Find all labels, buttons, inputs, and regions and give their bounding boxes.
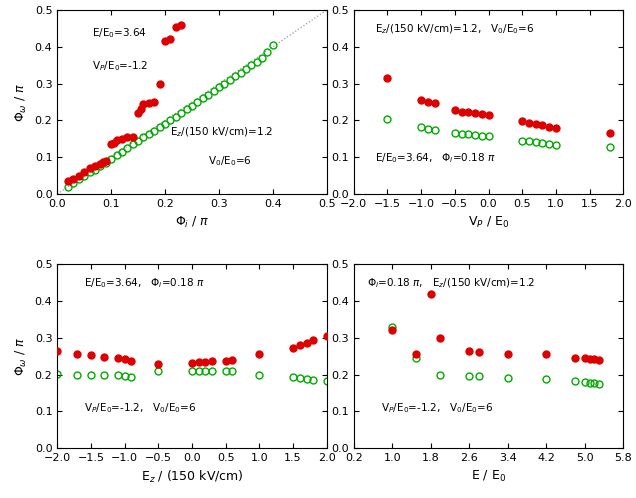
X-axis label: $\Phi_i$ / $\pi$: $\Phi_i$ / $\pi$ [175, 215, 209, 230]
Text: V$_P$/E$_0$=-1.2,   V$_0$/E$_0$=6: V$_P$/E$_0$=-1.2, V$_0$/E$_0$=6 [84, 401, 197, 415]
X-axis label: E / E$_0$: E / E$_0$ [471, 469, 506, 484]
Text: V$_0$/E$_0$=6: V$_0$/E$_0$=6 [208, 155, 252, 168]
Text: E/E$_0$=3.64,   $\Phi_i$=0.18 $\pi$: E/E$_0$=3.64, $\Phi_i$=0.18 $\pi$ [375, 151, 496, 165]
X-axis label: E$_z$ / (150 kV/cm): E$_z$ / (150 kV/cm) [141, 469, 244, 485]
Text: $\Phi_i$=0.18 $\pi$,   E$_z$/(150 kV/cm)=1.2: $\Phi_i$=0.18 $\pi$, E$_z$/(150 kV/cm)=1… [367, 276, 536, 290]
X-axis label: V$_P$ / E$_0$: V$_P$ / E$_0$ [467, 215, 509, 230]
Y-axis label: $\Phi_\omega$ / $\pi$: $\Phi_\omega$ / $\pi$ [14, 336, 29, 376]
Text: E/E$_0$=3.64,   $\Phi_i$=0.18 $\pi$: E/E$_0$=3.64, $\Phi_i$=0.18 $\pi$ [84, 276, 205, 290]
Y-axis label: $\Phi_\omega$ / $\pi$: $\Phi_\omega$ / $\pi$ [14, 82, 29, 122]
Text: E/E$_0$=3.64: E/E$_0$=3.64 [92, 26, 147, 39]
Text: E$_z$/(150 kV/cm)=1.2,   V$_0$/E$_0$=6: E$_z$/(150 kV/cm)=1.2, V$_0$/E$_0$=6 [375, 22, 535, 36]
Text: V$_P$/E$_0$=-1.2,   V$_0$/E$_0$=6: V$_P$/E$_0$=-1.2, V$_0$/E$_0$=6 [381, 401, 493, 415]
Text: V$_P$/E$_0$=-1.2: V$_P$/E$_0$=-1.2 [92, 59, 148, 73]
Text: E$_z$/(150 kV/cm)=1.2: E$_z$/(150 kV/cm)=1.2 [170, 125, 274, 139]
